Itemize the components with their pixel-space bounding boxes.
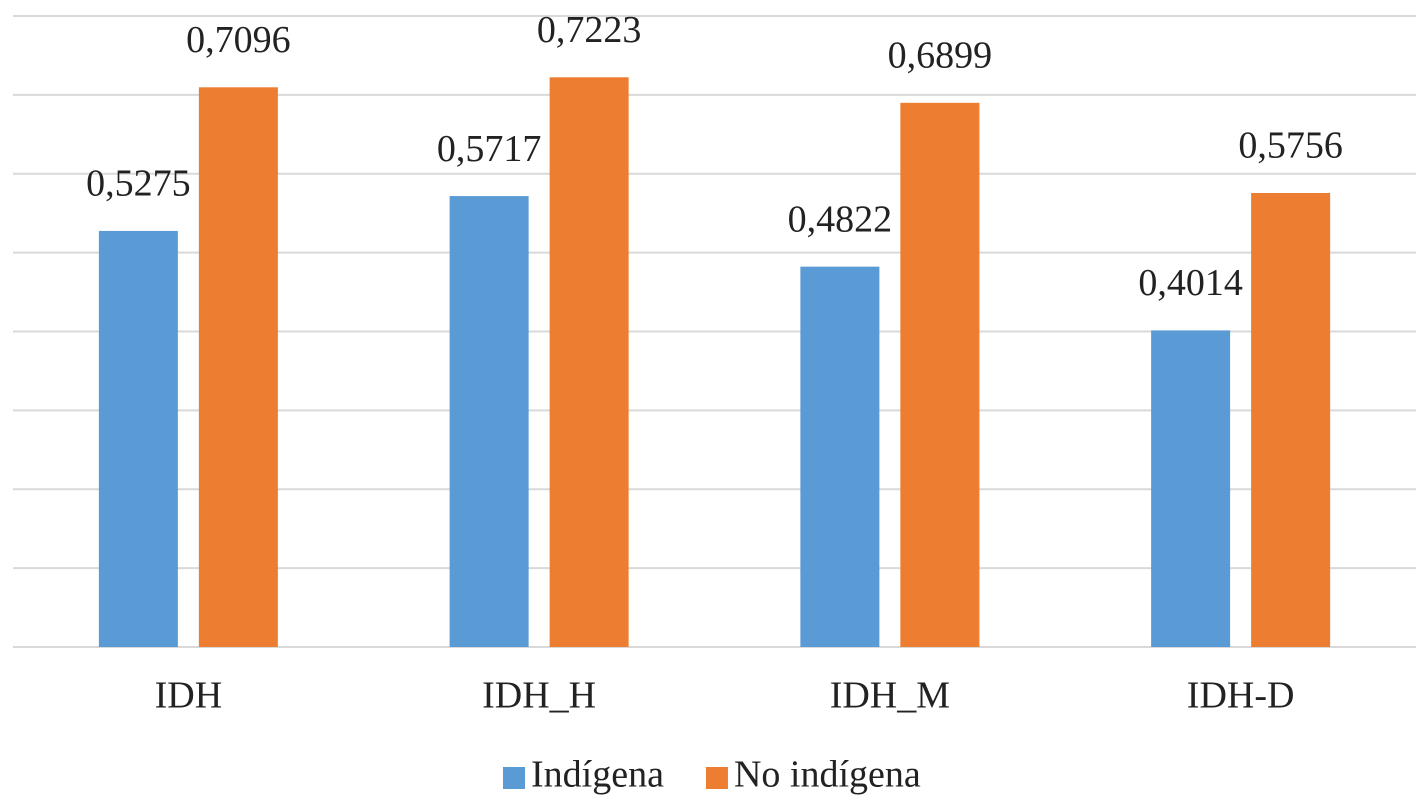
legend-label: No indígena [734, 754, 921, 796]
bar [800, 266, 880, 647]
legend-swatch [503, 767, 525, 789]
bar [449, 196, 529, 647]
legend-swatch [705, 767, 728, 789]
bar [198, 87, 278, 648]
bar [900, 102, 980, 648]
data-label: 0,4822 [788, 198, 893, 240]
legend-label: Indígena [531, 754, 664, 796]
bar [98, 230, 178, 647]
bar [1151, 330, 1231, 647]
data-label: 0,5717 [437, 128, 542, 170]
bar [1251, 192, 1331, 648]
bar [549, 77, 629, 647]
x-tick-label: IDH [155, 675, 223, 717]
x-tick-label: IDH_M [830, 675, 950, 717]
data-label: 0,6899 [888, 35, 993, 77]
data-label: 0,5275 [86, 163, 191, 205]
data-label: 0,5756 [1238, 125, 1343, 167]
x-tick-label: IDH_H [482, 675, 596, 717]
data-label: 0,7223 [537, 9, 642, 51]
x-tick-label: IDH-D [1187, 675, 1295, 717]
data-label: 0,4014 [1138, 262, 1243, 304]
data-label: 0,7096 [186, 19, 291, 61]
